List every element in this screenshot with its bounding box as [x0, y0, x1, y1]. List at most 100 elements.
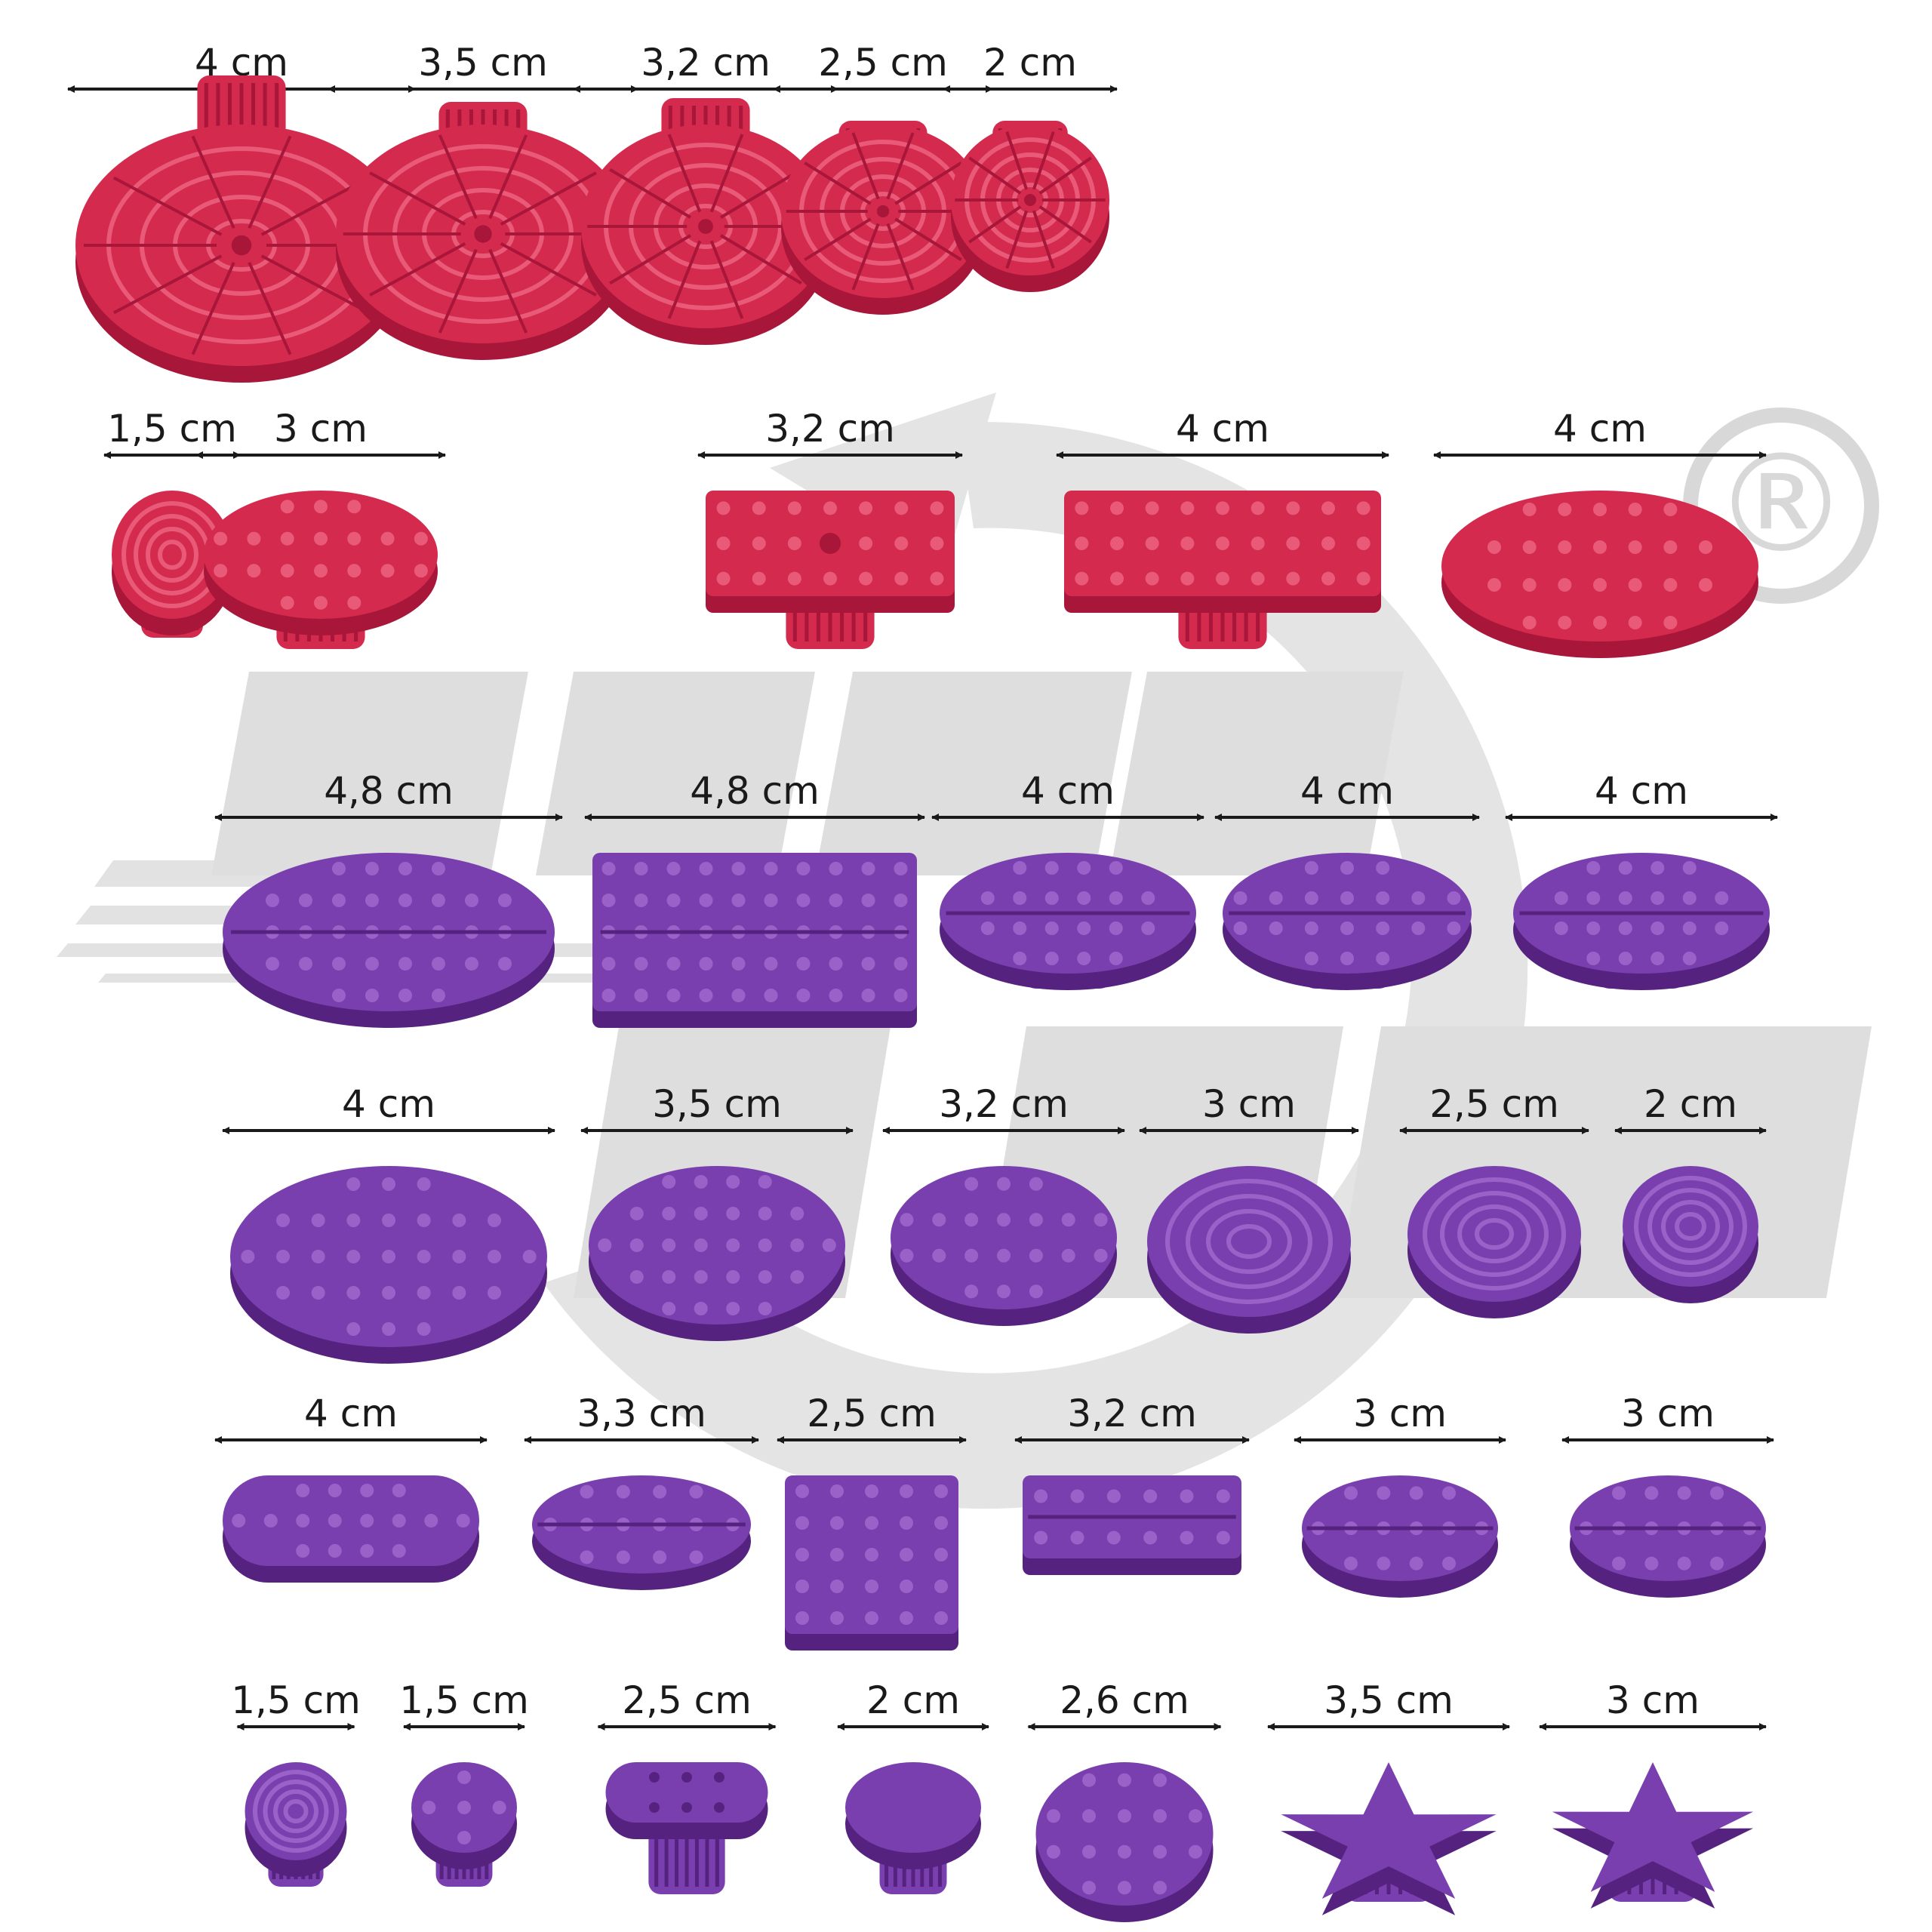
size-label: 1,5 cm [231, 1678, 361, 1722]
surface-dot [859, 537, 873, 550]
surface-spoke [968, 205, 1022, 244]
surface-dot [1558, 616, 1572, 629]
surface-dot [764, 989, 778, 1002]
surface-dot [1356, 571, 1371, 586]
size-label: 4 cm [342, 1082, 435, 1126]
surface-spoke [1005, 210, 1029, 269]
surface-dot [392, 1484, 406, 1497]
surface-dot [1013, 921, 1027, 935]
surface-dot [432, 894, 445, 907]
surface-dot [1586, 891, 1601, 905]
surface-dot [1180, 1489, 1194, 1503]
surface-dot [796, 989, 811, 1002]
surface-dot [360, 1514, 374, 1527]
size-label: 2 cm [983, 41, 1077, 85]
size-label: 2,5 cm [622, 1678, 752, 1722]
size-label: 2,5 cm [1429, 1082, 1559, 1126]
surface-dot [347, 564, 361, 578]
glue-tab-round-dots: 4 cm [222, 1082, 555, 1364]
surface-dot [861, 957, 875, 971]
surface-dot [424, 1514, 438, 1527]
surface-dot [1304, 952, 1318, 965]
glue-tab-round-dots: 2,6 cm [1027, 1678, 1222, 1922]
surface-dot [1586, 861, 1601, 875]
surface-dot [980, 921, 995, 935]
surface-dot [758, 1238, 772, 1252]
surface-dot [865, 1484, 878, 1498]
surface-dot [752, 537, 766, 550]
surface-dot [726, 1207, 740, 1220]
surface-dot [1013, 891, 1027, 905]
glue-tab-star: 3,5 cm [1267, 1678, 1510, 1915]
surface-dot [1286, 571, 1300, 586]
surface-dot [997, 1213, 1011, 1227]
surface-dot [1304, 921, 1318, 935]
surface-dot [601, 862, 616, 875]
surface-dot [1077, 861, 1091, 875]
surface-dot [328, 1484, 342, 1497]
glue-tab-rect-lines: 3,2 cm [697, 407, 963, 649]
tab-head-face [589, 1166, 845, 1324]
surface-dot [1376, 952, 1390, 965]
surface-dot [1013, 952, 1027, 965]
surface-dot [346, 1286, 361, 1300]
surface-dot [1077, 921, 1091, 935]
glue-tab-rect-ridge: 3,2 cm [1014, 1392, 1250, 1575]
surface-dot [332, 989, 346, 1002]
surface-dot [382, 1250, 395, 1263]
surface-dot [1677, 1486, 1691, 1500]
surface-dot [716, 571, 731, 586]
size-label: 2,5 cm [818, 41, 948, 85]
surface-dot [1651, 861, 1665, 875]
surface-dot [894, 862, 908, 875]
size-label: 4 cm [304, 1392, 398, 1435]
surface-dot [1082, 1881, 1096, 1895]
tab-head-face [1441, 491, 1758, 641]
glue-tab-capsule-holes: 2,5 cm [597, 1678, 777, 1894]
surface-spoke [894, 162, 962, 205]
tab-row: 4,8 cm 4,8 cm 4 cm 4 cm 4 cm [214, 769, 1778, 1028]
surface-spoke [609, 168, 691, 219]
surface-dot [662, 1207, 676, 1220]
surface-dot [795, 1484, 809, 1498]
surface-dot [1344, 1556, 1358, 1571]
surface-dot [1304, 891, 1318, 905]
surface-spoke [248, 135, 292, 229]
center-hole [820, 533, 841, 554]
surface-dot [764, 957, 778, 971]
surface-dot [681, 1802, 692, 1813]
surface-dot [580, 1550, 594, 1564]
tab-head-face [223, 1475, 479, 1566]
surface-dot [829, 989, 843, 1002]
surface-dot [795, 1516, 809, 1530]
surface-dot [1216, 1531, 1230, 1545]
surface-spoke [500, 242, 597, 297]
surface-dot [1487, 578, 1501, 592]
surface-dot [787, 571, 801, 586]
surface-dot [731, 862, 746, 875]
surface-dot [1651, 891, 1665, 905]
surface-dot [790, 1238, 804, 1252]
surface-spoke [260, 254, 371, 315]
tab-head-face [204, 491, 438, 619]
surface-spoke [1032, 210, 1055, 269]
surface-spoke [112, 176, 223, 236]
surface-dot [299, 957, 312, 971]
surface-dot [522, 1250, 537, 1263]
surface-dot [457, 1801, 471, 1814]
surface-dot [601, 894, 616, 907]
surface-dot [1586, 952, 1601, 965]
surface-dot [900, 1611, 913, 1625]
surface-dot [1618, 861, 1632, 875]
surface-dot [1522, 616, 1537, 629]
surface-dot [492, 1801, 506, 1814]
surface-dot [758, 1207, 772, 1220]
surface-dot [380, 531, 395, 546]
surface-dot [694, 1302, 708, 1315]
surface-dot [1447, 891, 1461, 905]
surface-dot [347, 595, 361, 610]
surface-dot [1286, 537, 1300, 550]
surface-dot [964, 1177, 979, 1191]
surface-dot [1044, 921, 1059, 935]
surface-dot [1682, 891, 1697, 905]
